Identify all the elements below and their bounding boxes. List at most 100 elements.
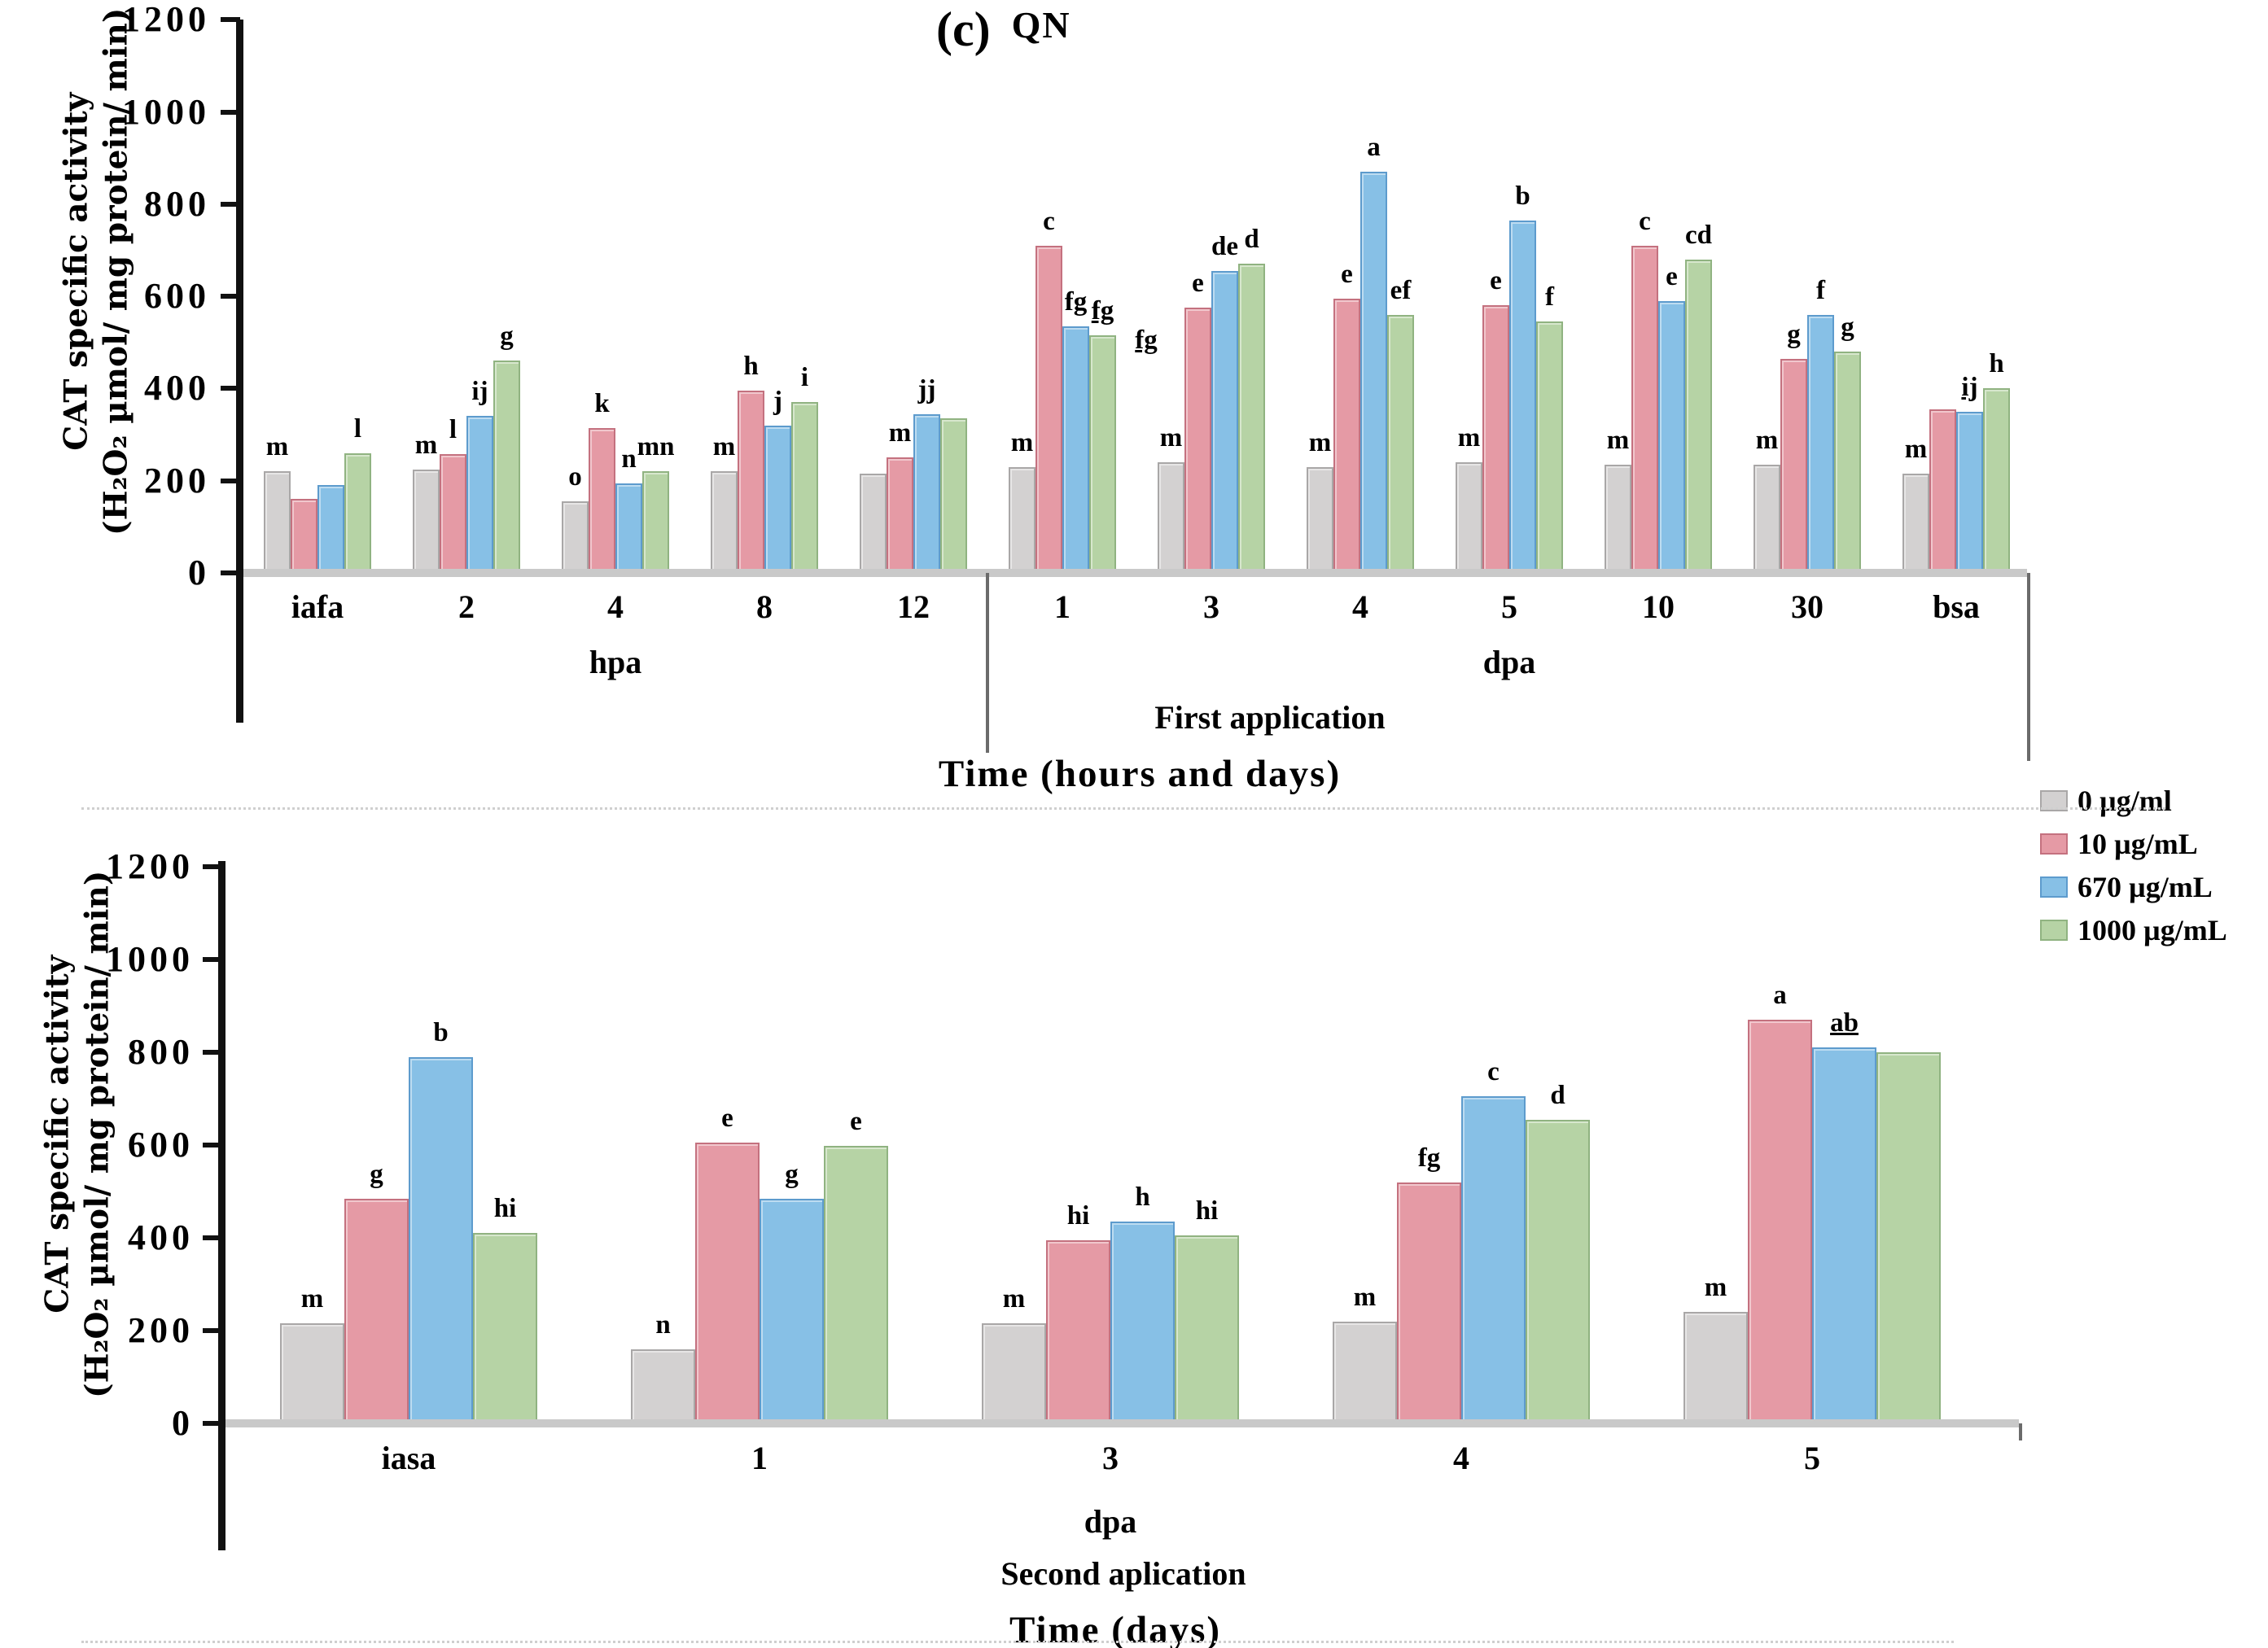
bar	[1685, 260, 1712, 573]
bar	[1009, 467, 1035, 573]
significance-letter: e	[721, 1104, 733, 1133]
significance-letter: hi	[1066, 1201, 1090, 1231]
y-tick-mark	[221, 570, 240, 575]
x-tick-label: 4	[1453, 1440, 1469, 1476]
significance-letter: m	[1904, 435, 1928, 464]
bar	[824, 1146, 888, 1423]
significance-letter: de	[1211, 232, 1238, 261]
bar	[631, 1349, 695, 1423]
y-tick-mark	[221, 17, 240, 23]
bar	[1158, 462, 1184, 573]
y-tick-mark	[203, 1050, 222, 1055]
significance-letter: m	[414, 431, 438, 460]
bar	[791, 402, 818, 573]
x-tick-label: 3	[1203, 588, 1219, 625]
bar	[1307, 467, 1333, 573]
x-tick-label: bsa	[1933, 588, 1980, 625]
page-divider-top	[81, 807, 2165, 810]
significance-letter: m	[1457, 423, 1481, 452]
bar	[887, 457, 913, 573]
bar	[1876, 1052, 1941, 1423]
bar	[711, 471, 738, 573]
y-axis-title-line2: (H₂O₂ µmol/ mg protein/ min)	[78, 870, 116, 1398]
significance-letter: m	[300, 1284, 324, 1314]
significance-letter: hi	[1195, 1196, 1219, 1226]
y-tick-mark	[203, 1328, 222, 1333]
significance-letter: h	[743, 352, 759, 381]
x-tick-label: iafa	[291, 588, 344, 625]
significance-letter: n	[655, 1310, 671, 1340]
y-axis-title-line2: (H₂O₂ µmol/ mg protein/ min)	[97, 7, 134, 535]
y-tick-mark	[203, 1143, 222, 1147]
bar	[317, 485, 344, 573]
y-tick-label: 1000	[122, 91, 210, 132]
significance-letter: m	[1704, 1273, 1727, 1302]
y-axis-title: CAT specific activity (H₂O₂ µmol/ mg prot…	[37, 768, 117, 1501]
y-tick-label: 1200	[106, 846, 194, 886]
legend-item: 0 µg/ml	[2040, 786, 2227, 815]
significance-letter: ij	[1961, 373, 1978, 402]
significance-letter: ab	[1830, 1008, 1859, 1038]
bar	[1807, 315, 1834, 573]
y-tick-mark	[221, 386, 240, 391]
significance-letter: l	[449, 415, 458, 444]
bar	[264, 471, 291, 573]
x-tick-label: 12	[897, 588, 930, 625]
y-tick-label: 0	[172, 1403, 194, 1443]
significance-letter: h	[1989, 349, 2004, 378]
significance-letter: f	[1545, 282, 1554, 312]
x-axis-line	[240, 569, 2027, 577]
significance-letter: m	[1606, 426, 1630, 455]
axis-section-label: dpa	[1482, 644, 1536, 680]
y-tick-label: 200	[144, 460, 210, 501]
x-tick-label: 4	[1352, 588, 1368, 625]
significance-letter: i	[800, 363, 809, 392]
bar	[1509, 221, 1536, 573]
x-tick-label: 10	[1642, 588, 1675, 625]
bar	[344, 1199, 409, 1423]
significance-letter: o	[568, 462, 582, 492]
bar	[940, 418, 967, 573]
y-tick-mark	[203, 1235, 222, 1240]
y-axis-title-line1: CAT specific activity	[57, 92, 95, 451]
x-tick-label: 3	[1102, 1440, 1119, 1476]
bar	[1536, 321, 1563, 573]
bar	[1062, 326, 1089, 573]
significance-letter: g	[1787, 320, 1801, 349]
bar	[1526, 1120, 1590, 1423]
significance-letter: d	[1550, 1081, 1565, 1110]
significance-letter: c	[1043, 207, 1055, 236]
bar	[1658, 301, 1685, 573]
bar	[982, 1323, 1046, 1423]
y-axis-line	[218, 861, 225, 1550]
bar	[1238, 264, 1265, 573]
significance-letter: j	[773, 387, 782, 416]
panel-label: (c)	[936, 2, 991, 56]
significance-letter: mn	[637, 432, 675, 461]
significance-letter: e	[1341, 260, 1353, 289]
y-tick-mark	[221, 294, 240, 299]
legend-item: 1000 µg/mL	[2040, 916, 2227, 945]
significance-letter: m	[712, 432, 736, 461]
legend-swatch	[2040, 833, 2068, 855]
legend-label: 670 µg/mL	[2078, 871, 2213, 903]
significance-letter: g	[1841, 313, 1854, 342]
significance-letter: m	[1159, 423, 1183, 452]
y-tick-mark	[203, 864, 222, 869]
significance-letter: e	[1666, 262, 1678, 291]
y-tick-mark	[203, 957, 222, 962]
y-tick-label: 0	[188, 553, 210, 592]
legend-label: 0 µg/ml	[2078, 785, 2172, 817]
y-tick-label: 400	[128, 1217, 194, 1257]
x-tick-label: iasa	[381, 1440, 436, 1476]
significance-letter: fg	[1064, 287, 1088, 317]
bar	[1456, 462, 1482, 573]
y-tick-label: 600	[144, 276, 210, 317]
significance-letter: m	[888, 418, 912, 448]
y-tick-label: 1000	[106, 939, 194, 979]
bar	[1683, 1312, 1748, 1423]
x-tick-label: 8	[756, 588, 773, 625]
bar	[1110, 1222, 1175, 1423]
significance-letter: e	[1192, 269, 1204, 298]
